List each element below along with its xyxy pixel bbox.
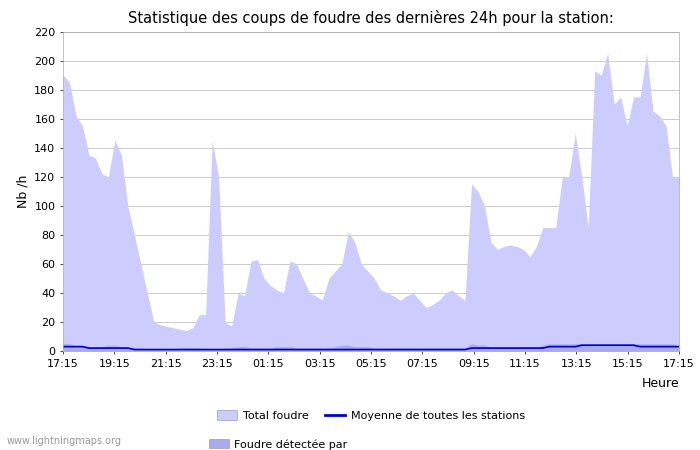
Text: www.lightningmaps.org: www.lightningmaps.org: [7, 436, 122, 446]
Title: Statistique des coups de foudre des dernières 24h pour la station:: Statistique des coups de foudre des dern…: [128, 10, 614, 26]
Text: Heure: Heure: [641, 377, 679, 390]
Y-axis label: Nb /h: Nb /h: [17, 175, 30, 208]
Legend: Foudre détectée par: Foudre détectée par: [204, 435, 352, 450]
